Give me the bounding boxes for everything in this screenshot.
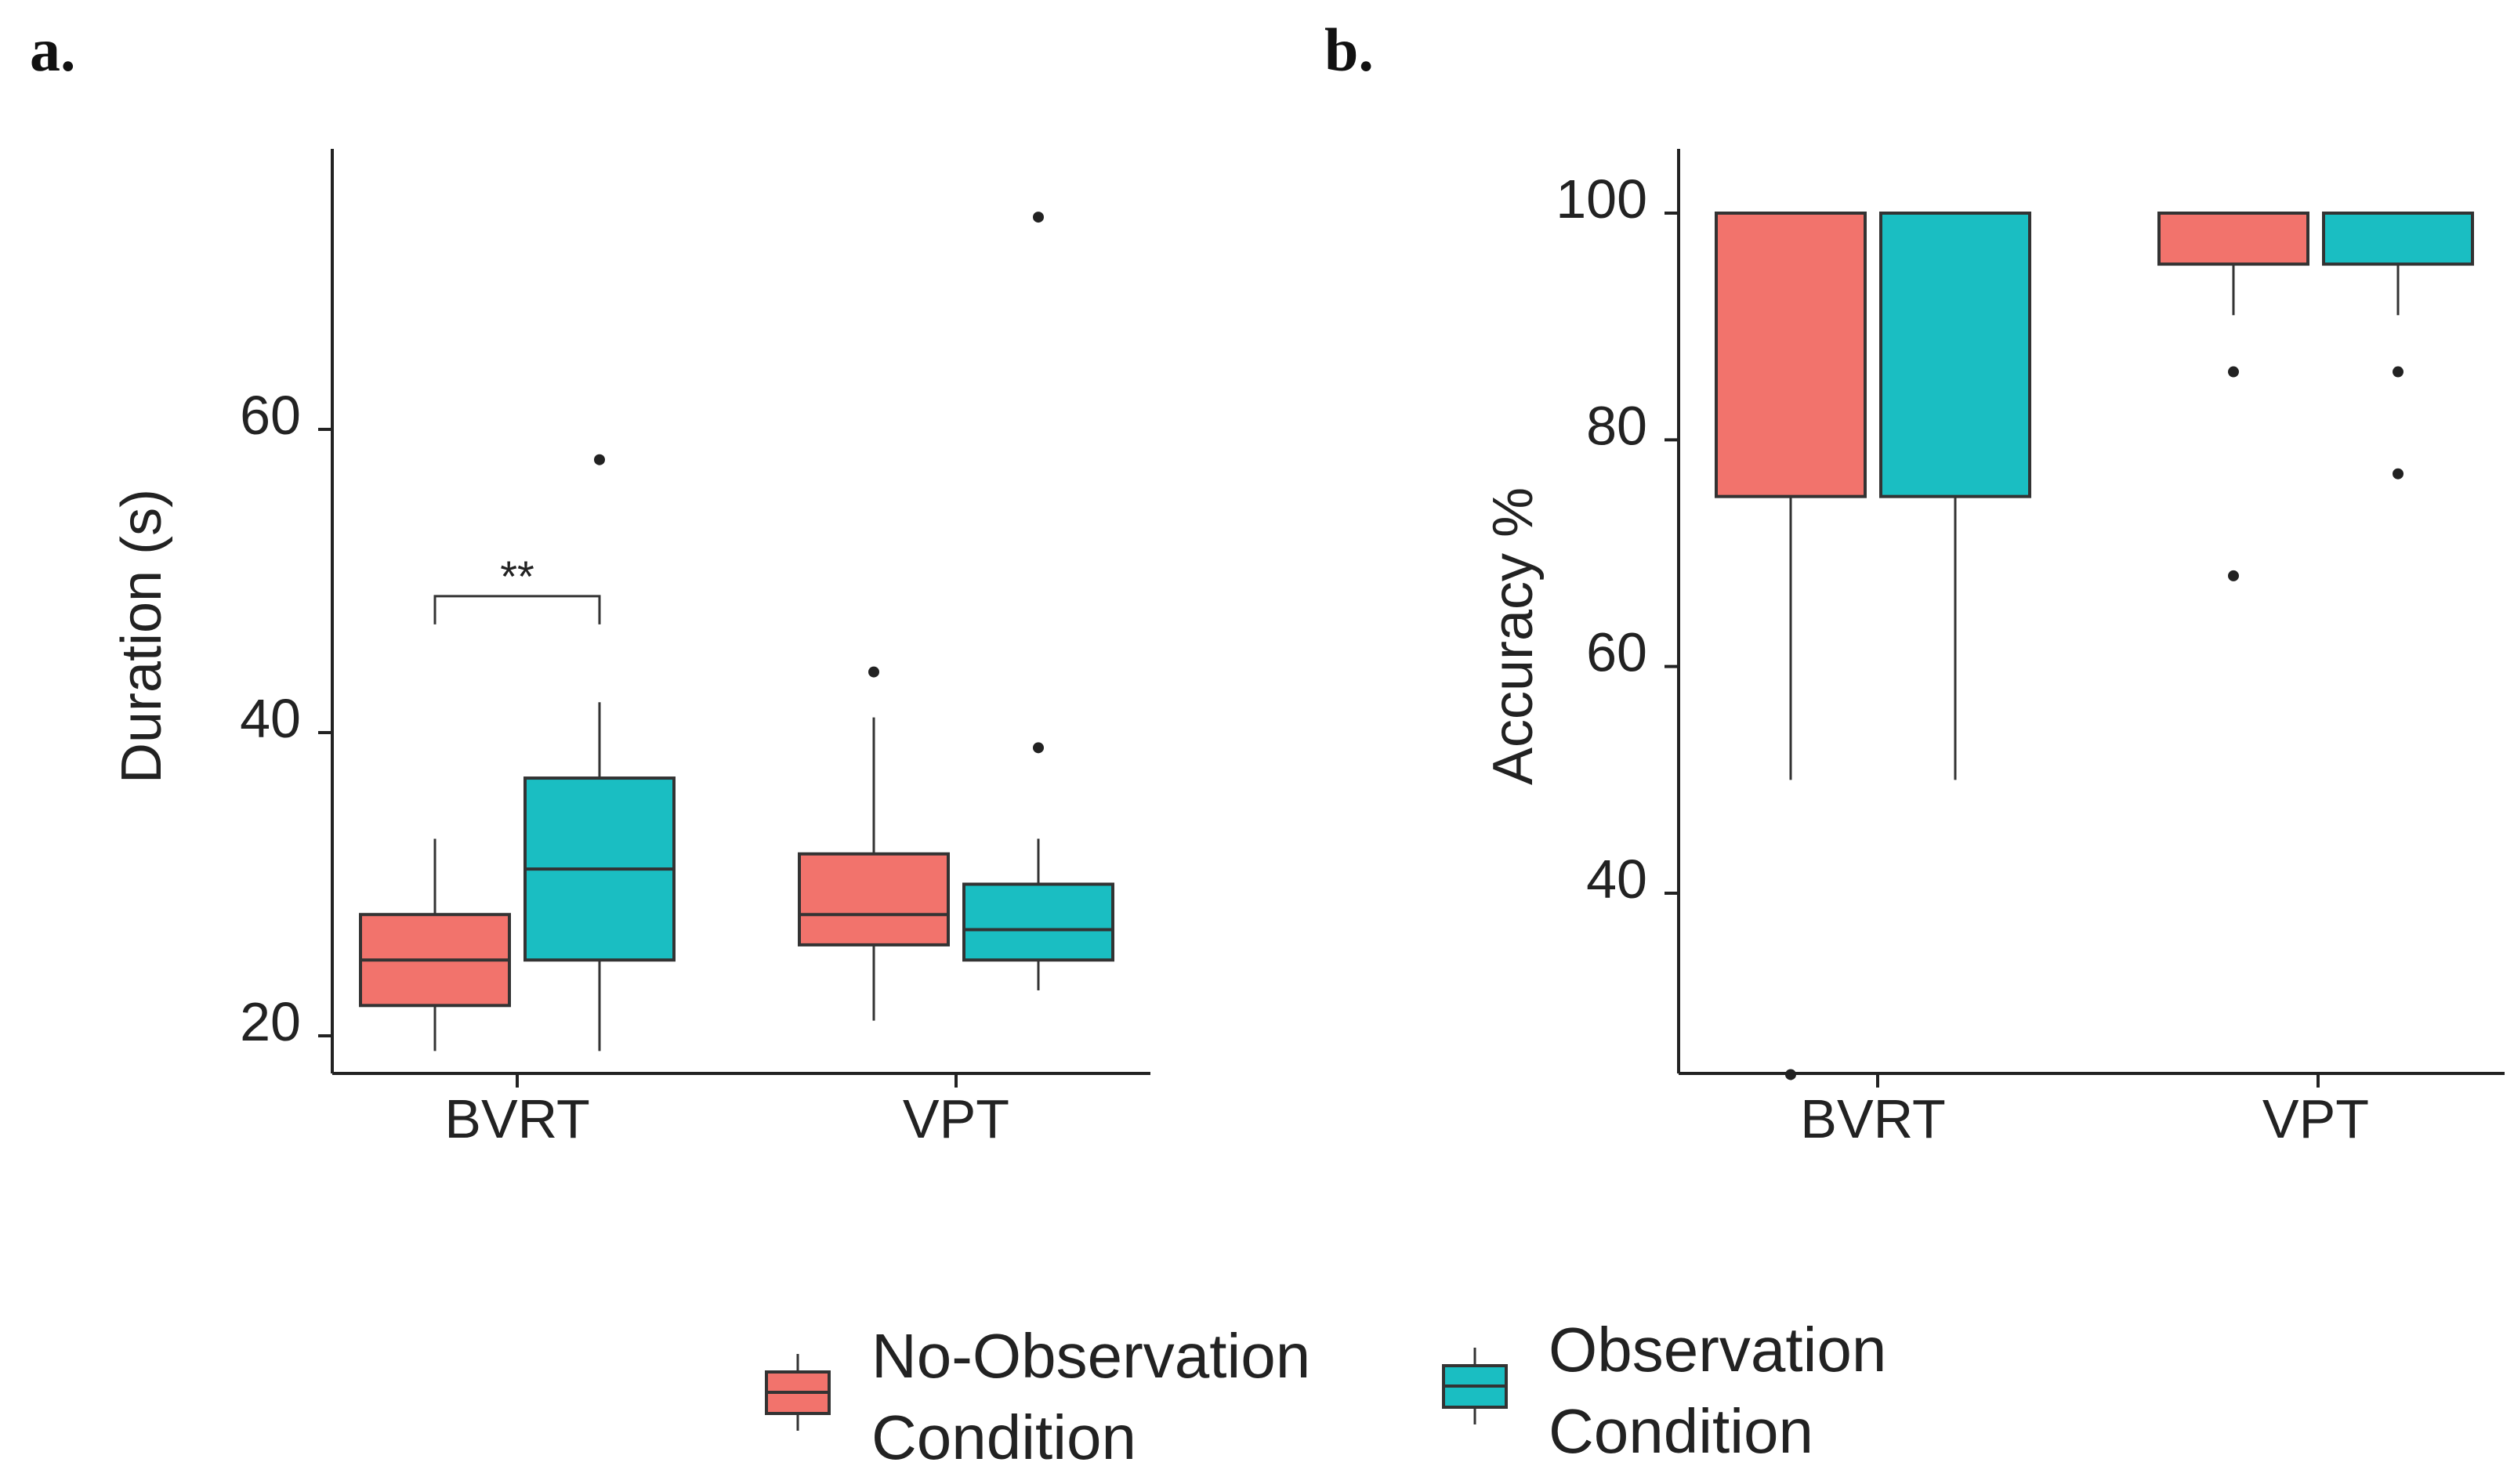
iqr-box	[1879, 212, 2031, 498]
panel-b-box-vpt-observation	[2322, 212, 2474, 480]
iqr-box	[2157, 212, 2309, 266]
significance-label: **	[500, 552, 534, 601]
panel-b-box-vpt-no-observation	[2157, 212, 2309, 581]
panel-a-ytick-label: 40	[240, 688, 301, 749]
legend-label-no-observation-line1: No-Observation	[871, 1321, 1310, 1391]
legend-item-observation: Observation Condition	[1442, 1315, 1886, 1466]
legend-label-observation-line1: Observation	[1549, 1315, 1886, 1384]
panel-a-ytick-label: 20	[240, 991, 301, 1052]
outlier-point	[868, 666, 879, 678]
outlier-point	[1033, 742, 1044, 754]
outlier-point	[1033, 212, 1044, 223]
panel-a-significance-bracket: **	[433, 552, 601, 624]
outlier-point	[594, 454, 605, 465]
iqr-box	[1715, 212, 1867, 498]
outlier-point	[2228, 366, 2239, 378]
panel-a-ylabel: Duration (s)	[110, 489, 173, 784]
outlier-point	[2228, 570, 2239, 581]
panel-b-ytick-label: 40	[1586, 849, 1647, 910]
panel-b-box-bvrt-no-observation	[1715, 212, 1867, 1080]
legend-label-no-observation-line2: Condition	[871, 1403, 1136, 1472]
panel-a-box-bvrt-no-observation	[359, 838, 511, 1051]
panel-b-plot: Accuracy % 40 60 80 100 BVRT VPT	[1482, 149, 2505, 1149]
panel-b-xtick-vpt: VPT	[2262, 1088, 2369, 1149]
legend: No-Observation Condition Observation Con…	[765, 1315, 1886, 1472]
panel-a-box-vpt-no-observation	[798, 666, 950, 1021]
panel-a-label: a.	[30, 16, 76, 84]
legend-label-observation-line2: Condition	[1549, 1396, 1813, 1466]
panel-b-ytick-label: 100	[1556, 168, 1647, 230]
panel-b-xtick-bvrt: BVRT	[1800, 1088, 1945, 1149]
outlier-point	[2393, 468, 2404, 480]
panel-a-box-vpt-observation	[962, 212, 1114, 990]
panel-b-box-bvrt-observation	[1879, 212, 2031, 780]
panel-a-xtick-bvrt: BVRT	[444, 1088, 589, 1149]
panel-a-xtick-vpt: VPT	[903, 1088, 1009, 1149]
iqr-box	[2322, 212, 2474, 266]
panel-b-ytick-label: 60	[1586, 622, 1647, 683]
panel-a-plot: Duration (s) 20 40 60 ** BVRT VPT	[110, 149, 1150, 1149]
bracket-line	[433, 595, 601, 624]
panel-b-ylabel: Accuracy %	[1482, 487, 1545, 785]
panel-a-ytick-label: 60	[240, 385, 301, 446]
legend-item-no-observation: No-Observation Condition	[765, 1321, 1310, 1472]
panel-b-ytick-label: 80	[1586, 395, 1647, 456]
panel-a-box-bvrt-observation	[523, 454, 676, 1051]
outlier-point	[1785, 1069, 1796, 1080]
outlier-point	[2393, 366, 2404, 378]
panel-b-label: b.	[1324, 16, 1374, 84]
iqr-box	[962, 882, 1114, 962]
iqr-box	[798, 852, 950, 947]
